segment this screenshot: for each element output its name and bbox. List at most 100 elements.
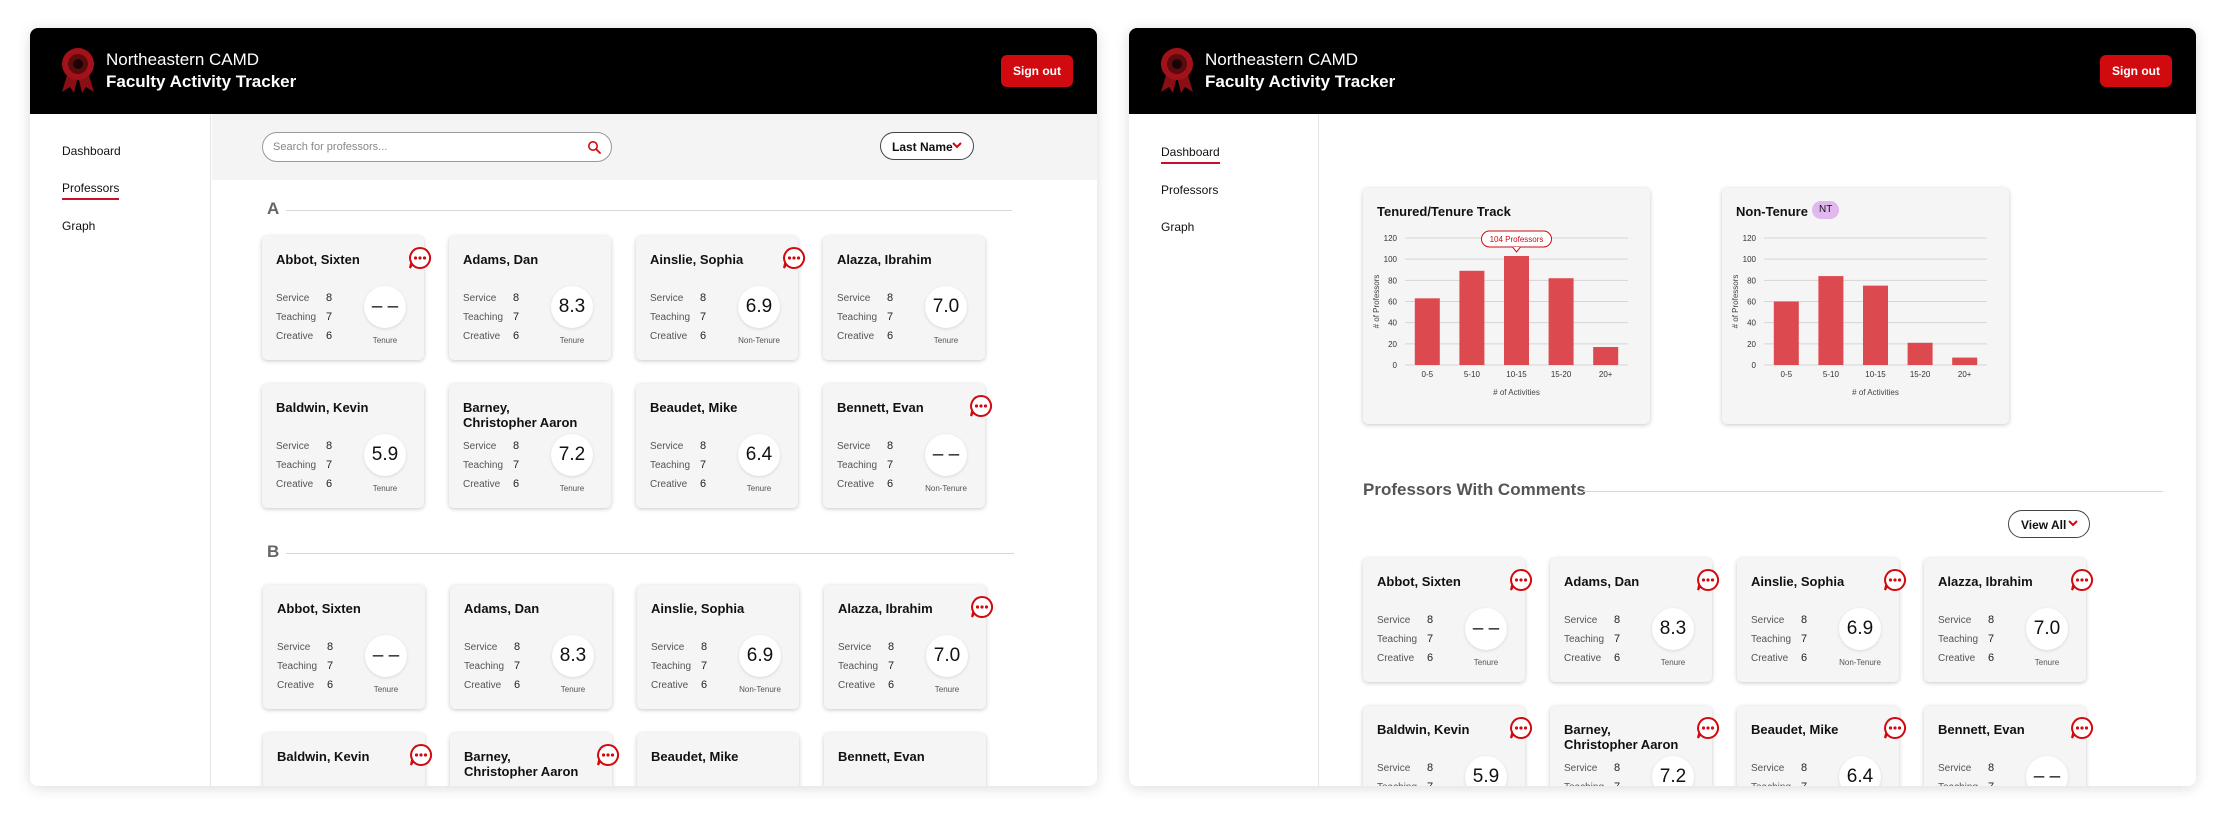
- professor-name: Beaudet, Mike: [650, 400, 738, 415]
- stat-label-service: Service: [837, 441, 871, 452]
- stat-label-service: Service: [464, 642, 498, 653]
- comment-icon[interactable]: [409, 743, 433, 767]
- professor-name: Barney, Christopher Aaron: [1564, 722, 1679, 752]
- nav-professors[interactable]: Professors: [62, 181, 120, 200]
- professor-card[interactable]: Ainslie, Sophia Service 8 Teaching 7 Creative…: [637, 585, 799, 709]
- stat-label-service: Service: [1751, 615, 1785, 626]
- comment-icon[interactable]: [1883, 716, 1907, 740]
- comment-icon[interactable]: [596, 743, 620, 767]
- professor-name: Adams, Dan: [463, 252, 539, 267]
- comment-icon[interactable]: [969, 394, 993, 418]
- comment-icon[interactable]: [1509, 716, 1533, 740]
- nav-professors[interactable]: Professors: [1161, 183, 1219, 197]
- professor-card[interactable]: Adams, Dan Service 8 Teaching 7 Creative 6 8.3 T…: [1550, 558, 1720, 682]
- stat-value-service: 8: [1988, 614, 1995, 626]
- stat-label-teaching: Teaching: [463, 460, 504, 471]
- brand-org: Northeastern CAMD: [1205, 50, 1359, 69]
- bar: [1773, 301, 1799, 365]
- stat-value-creative: 6: [327, 679, 334, 691]
- professor-card[interactable]: Ainslie, Sophia Service 8 Teaching 7 Creative…: [636, 236, 806, 360]
- brand-org: Northeastern CAMD: [106, 50, 260, 69]
- professor-name: Baldwin, Kevin: [1377, 722, 1470, 737]
- stat-label-service: Service: [650, 441, 684, 452]
- comment-icon[interactable]: [1509, 568, 1533, 592]
- professor-card[interactable]: Barney, Christopher AaronService8Teachin…: [450, 733, 620, 786]
- stat-label-teaching: Teaching: [1751, 782, 1791, 786]
- sign-out-button[interactable]: Sign out: [1001, 55, 1073, 87]
- professor-card[interactable]: Beaudet, MikeService8Teaching7Creative66…: [1737, 706, 1907, 786]
- professor-name: Adams, Dan: [1564, 574, 1640, 589]
- professor-card[interactable]: Bennett, EvanService8Teaching7Creative6–…: [1924, 706, 2094, 786]
- nav-graph[interactable]: Graph: [62, 219, 96, 233]
- professor-card[interactable]: Alazza, Ibrahim Service 8 Teaching 7 Creative…: [1924, 558, 2094, 682]
- sign-out-button[interactable]: Sign out: [2100, 55, 2172, 87]
- y-tick-label: 80: [1388, 276, 1397, 285]
- y-tick-label: 0: [1752, 361, 1757, 370]
- comment-icon[interactable]: [2070, 716, 2094, 740]
- stat-value-teaching: 7: [513, 459, 520, 471]
- comment-icon[interactable]: [782, 246, 806, 270]
- comment-icon[interactable]: [970, 595, 994, 619]
- stat-label-teaching: Teaching: [837, 460, 878, 471]
- score-badge: 6.4: [1839, 756, 1881, 786]
- view-all-dropdown[interactable]: View All: [2008, 510, 2090, 538]
- score-badge: 7.0: [925, 286, 967, 328]
- stat-label-service: Service: [1938, 615, 1972, 626]
- score-badge: 5.9: [364, 434, 406, 476]
- professor-card[interactable]: Ainslie, Sophia Service 8 Teaching 7 Creative…: [1737, 558, 1907, 682]
- y-tick-label: 80: [1747, 276, 1756, 285]
- stat-label-creative: Creative: [651, 680, 689, 691]
- professor-card[interactable]: Alazza, Ibrahim Service 8 Teaching 7 Creative…: [824, 585, 994, 709]
- tenure-status: Tenure: [2034, 658, 2060, 667]
- professor-card[interactable]: Abbot, Sixten Service 8 Teaching 7 Creative 6 –…: [262, 236, 432, 360]
- nav-dashboard[interactable]: Dashboard: [1161, 145, 1220, 164]
- comment-icon[interactable]: [1696, 568, 1720, 592]
- score-badge: 6.4: [738, 434, 780, 476]
- stat-label-teaching: Teaching: [650, 312, 691, 323]
- sidebar: Dashboard Professors Graph: [1129, 114, 1319, 786]
- stat-label-service: Service: [463, 441, 497, 452]
- comment-icon[interactable]: [1883, 568, 1907, 592]
- professor-card[interactable]: Barney, Christopher AaronService8Teachin…: [1550, 706, 1720, 786]
- comment-icon[interactable]: [2070, 568, 2094, 592]
- stat-label-creative: Creative: [1938, 653, 1976, 664]
- stat-label-service: Service: [276, 441, 310, 452]
- nav-graph[interactable]: Graph: [1161, 220, 1195, 234]
- professor-card[interactable]: Adams, Dan Service 8 Teaching 7 Creative 6 8.3 T…: [449, 236, 611, 360]
- chart-title: Tenured/Tenure Track: [1377, 204, 1511, 219]
- professor-name: Beaudet, Mike: [1751, 722, 1839, 737]
- sort-dropdown[interactable]: Last Name: [880, 132, 974, 160]
- professor-card[interactable]: Adams, Dan Service 8 Teaching 7 Creative 6 8.3 T…: [450, 585, 612, 709]
- sidebar: Dashboard Professors Graph: [30, 114, 211, 786]
- stat-label-teaching: Teaching: [1377, 634, 1418, 645]
- stat-value-creative: 6: [1614, 652, 1621, 664]
- view-all-label: View All: [2021, 518, 2067, 532]
- nav-dashboard[interactable]: Dashboard: [62, 144, 121, 158]
- sort-label: Last Name: [892, 140, 953, 154]
- comment-icon[interactable]: [408, 246, 432, 270]
- search-icon[interactable]: [587, 140, 601, 154]
- professor-card[interactable]: Abbot, Sixten Service 8 Teaching 7 Creative 6 –…: [263, 585, 425, 709]
- tenure-status: Non-Tenure: [925, 484, 967, 493]
- stat-label-creative: Creative: [837, 331, 875, 342]
- professor-card[interactable]: Baldwin, KevinService8Teaching7Creative6…: [1363, 706, 1533, 786]
- x-tick-label: 20+: [1599, 370, 1613, 379]
- score-badge: 7.0: [2026, 608, 2068, 650]
- stat-label-creative: Creative: [1751, 653, 1789, 664]
- stat-value-creative: 6: [1801, 652, 1808, 664]
- professor-card[interactable]: Abbot, Sixten Service 8 Teaching 7 Creative 6 –…: [1363, 558, 1533, 682]
- y-tick-label: 20: [1388, 340, 1397, 349]
- professor-card[interactable]: Alazza, Ibrahim Service 8 Teaching 7 Creative…: [823, 236, 985, 360]
- score-badge: – –: [2026, 756, 2068, 786]
- stat-value-service: 8: [887, 440, 894, 452]
- comment-icon[interactable]: [1696, 716, 1720, 740]
- search-input[interactable]: Search for professors...: [262, 132, 612, 162]
- non-tenure-bar-chart: 0 20 40 60 80 100 120 0-5 5-10 10-15 15-20 20+ # of …: [1731, 234, 1987, 397]
